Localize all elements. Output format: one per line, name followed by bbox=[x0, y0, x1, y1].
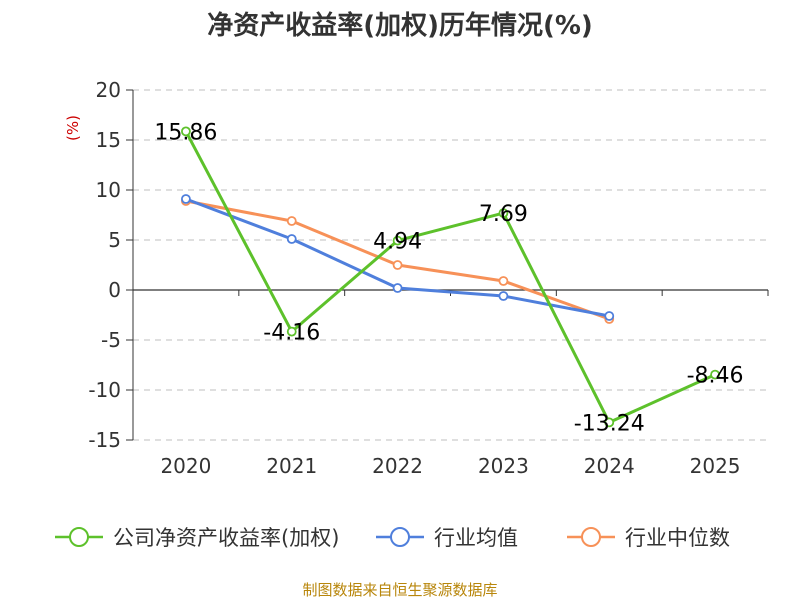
data-point bbox=[392, 260, 403, 270]
y-tick-label: -10 bbox=[88, 378, 121, 402]
data-point bbox=[286, 216, 297, 226]
legend-marker bbox=[581, 527, 601, 547]
x-tick-label: 2025 bbox=[690, 454, 741, 478]
series-line bbox=[185, 199, 610, 321]
x-tick-label: 2021 bbox=[266, 454, 317, 478]
data-point bbox=[286, 234, 297, 244]
legend-label: 公司净资产收益率(加权) bbox=[113, 526, 339, 550]
y-tick-label: 20 bbox=[96, 78, 121, 102]
x-tick-label: 2022 bbox=[372, 454, 423, 478]
x-tick-label: 2020 bbox=[160, 454, 211, 478]
y-tick-label: 15 bbox=[96, 128, 121, 152]
legend-label: 行业中位数 bbox=[625, 526, 730, 550]
y-tick-label: 0 bbox=[108, 278, 121, 302]
y-tick-label: -5 bbox=[101, 328, 121, 352]
data-point bbox=[604, 311, 615, 321]
data-label: 4.94 bbox=[373, 230, 422, 255]
series-line bbox=[184, 130, 716, 424]
source-note: 制图数据来自恒生聚源数据库 bbox=[302, 581, 497, 599]
data-point bbox=[710, 369, 720, 380]
y-axis-label: (%) bbox=[64, 115, 82, 141]
data-point bbox=[604, 417, 615, 428]
y-tick-label: 5 bbox=[108, 228, 121, 252]
data-point bbox=[286, 326, 297, 337]
data-point bbox=[392, 283, 403, 293]
data-label: -4.16 bbox=[263, 321, 320, 346]
x-tick-label: 2023 bbox=[478, 454, 529, 478]
data-point bbox=[181, 126, 191, 137]
legend-marker bbox=[69, 527, 89, 547]
y-tick-label: 10 bbox=[96, 178, 121, 202]
chart-title: 净资产收益率(加权)历年情况(%) bbox=[207, 10, 593, 41]
data-point bbox=[181, 194, 191, 204]
data-point bbox=[498, 291, 509, 301]
x-tick-label: 2024 bbox=[584, 454, 635, 478]
data-label: -8.46 bbox=[687, 364, 744, 389]
legend-label: 行业均值 bbox=[434, 526, 518, 550]
legend-marker bbox=[390, 527, 410, 547]
data-point bbox=[498, 208, 509, 219]
data-label: 15.86 bbox=[154, 120, 217, 145]
data-point bbox=[392, 235, 403, 246]
data-label: 7.69 bbox=[479, 202, 528, 227]
y-tick-label: -15 bbox=[88, 428, 121, 452]
data-label: -13.24 bbox=[574, 411, 645, 436]
data-point bbox=[498, 276, 509, 286]
